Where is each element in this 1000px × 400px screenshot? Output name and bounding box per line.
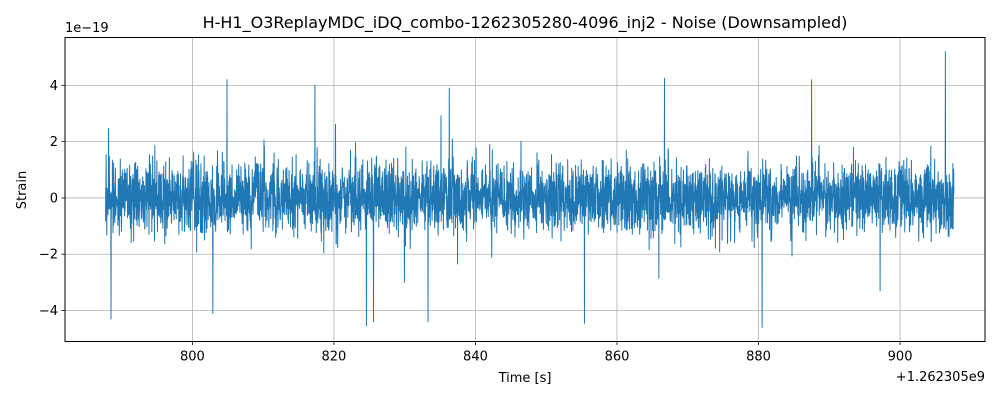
x-tick-label: 800	[180, 350, 205, 365]
x-tick-label: 820	[322, 350, 347, 365]
y-tick-label: −2	[39, 248, 58, 263]
series-group	[104, 51, 955, 328]
x-axis-label: Time [s]	[498, 371, 552, 386]
y-tick-label: 2	[50, 135, 58, 150]
y-tick-label: −4	[39, 304, 58, 319]
y-axis-label: Strain	[15, 171, 30, 210]
x-tick-label: 860	[605, 350, 630, 365]
x-tick-label: 840	[463, 350, 488, 365]
x-ticks: 800 820 840 860 880 900	[180, 341, 913, 365]
plot-frame	[64, 37, 986, 342]
series-line	[104, 51, 955, 328]
y-tick-label: 0	[50, 191, 58, 206]
chart-title: H-H1_O3ReplayMDC_iDQ_combo-1262305280-40…	[203, 13, 848, 33]
y-scale-label: 1e−19	[65, 21, 109, 36]
x-tick-label: 880	[746, 350, 771, 365]
x-offset-label: +1.262305e9	[896, 370, 985, 385]
y-ticks: −4 −2 0 2 4	[39, 79, 65, 319]
y-tick-label: 4	[50, 79, 58, 94]
x-tick-label: 900	[888, 350, 913, 365]
